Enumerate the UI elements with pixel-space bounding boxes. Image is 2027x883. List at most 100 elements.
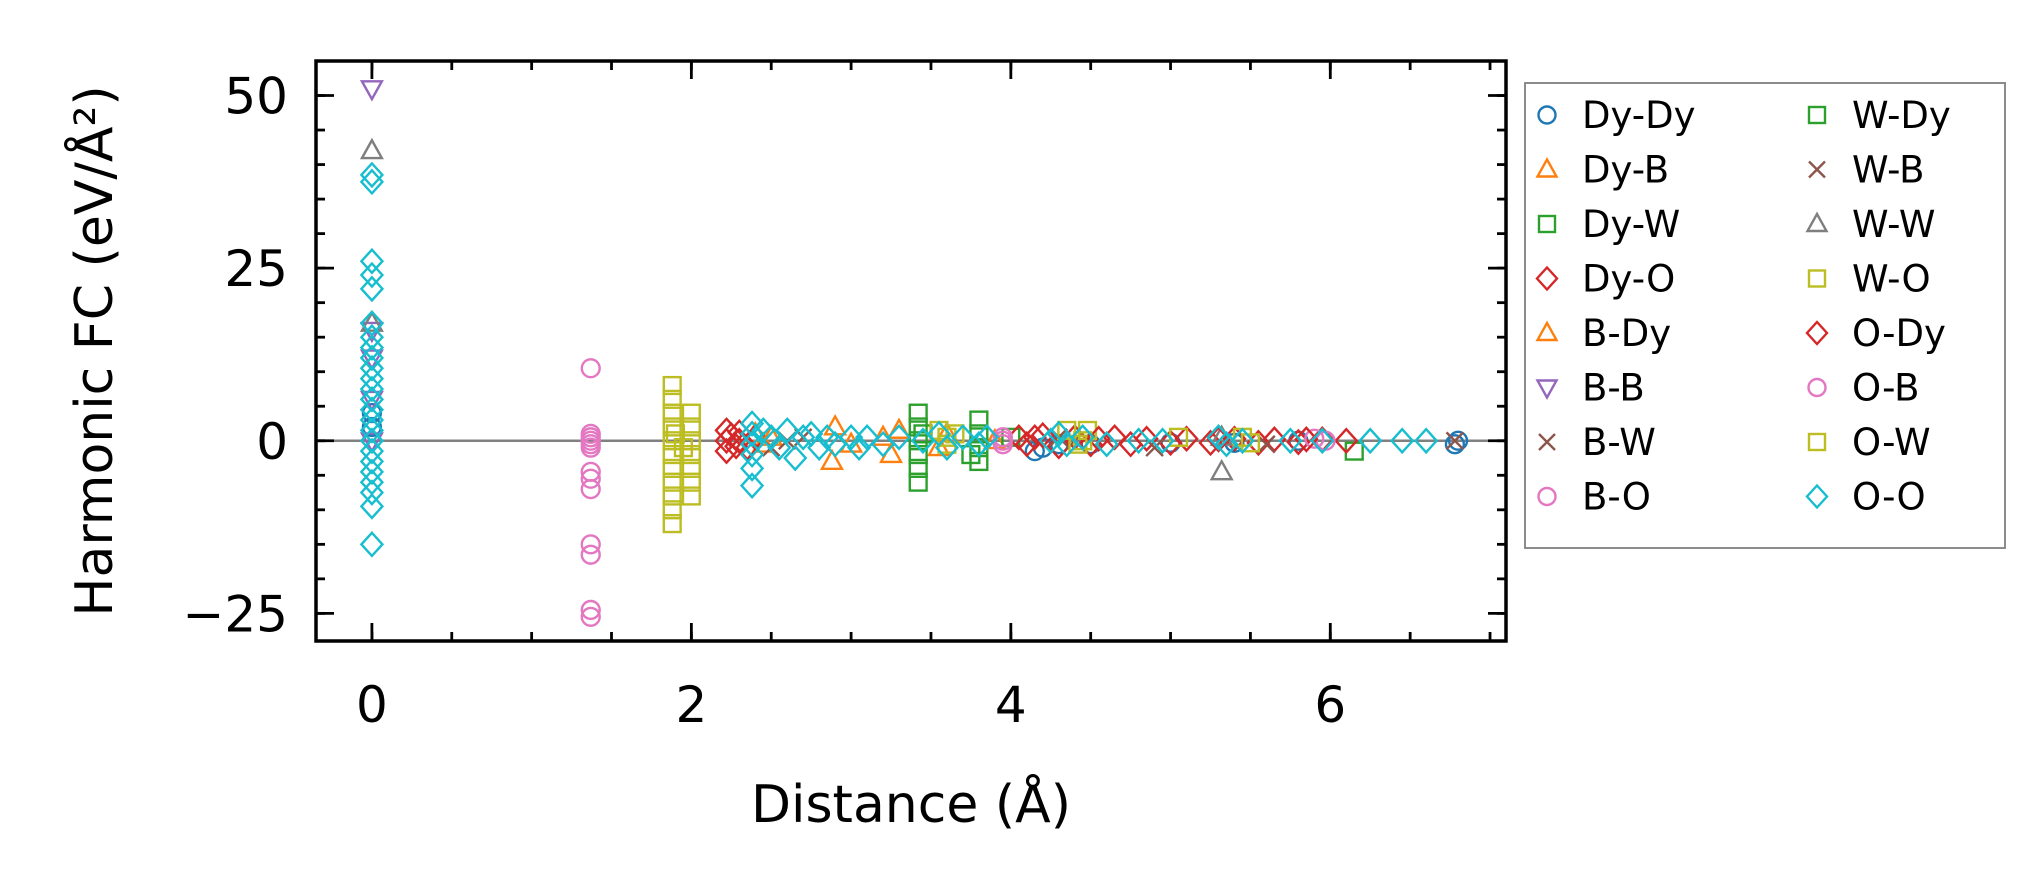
legend-item: W-Dy (1807, 94, 1951, 137)
data-point (1278, 427, 1303, 455)
data-point (1294, 426, 1319, 453)
y-tick-label: 50 (224, 68, 288, 126)
data-point (580, 606, 601, 627)
legend-item: Dy-B (1535, 149, 1669, 192)
data-point (662, 458, 682, 478)
data-point (1057, 420, 1077, 441)
data-point (662, 417, 682, 437)
legend-label: W-B (1852, 149, 1925, 192)
legend-item: B-Dy (1535, 312, 1671, 355)
data-point (662, 389, 682, 409)
data-point (359, 275, 385, 303)
legend-label: W-W (1852, 203, 1936, 246)
data-point (359, 137, 384, 160)
data-point (681, 472, 701, 492)
legend-marker (1535, 265, 1559, 292)
data-point (1445, 431, 1465, 451)
data-point (580, 468, 601, 489)
data-point (359, 247, 385, 275)
legend-item: W-W (1805, 203, 1936, 246)
legend-marker (1535, 157, 1559, 178)
legend-item: Dy-O (1535, 258, 1675, 301)
x-tick-label: 4 (995, 676, 1027, 734)
data-point (359, 448, 385, 475)
data-point (662, 472, 682, 492)
data-point (580, 544, 601, 565)
data-point (359, 349, 384, 371)
data-point (908, 458, 928, 478)
data-point (969, 410, 989, 430)
data-point (359, 417, 385, 444)
data-point (1390, 427, 1415, 455)
data-point (751, 431, 776, 453)
x-axis-label: Distance (Å) (751, 773, 1071, 835)
data-point (681, 486, 701, 506)
x-tick-label: 2 (675, 676, 707, 734)
data-point (974, 423, 999, 451)
data-point (359, 479, 385, 506)
data-point (1150, 427, 1175, 455)
data-point (359, 161, 385, 189)
legend-marker (1537, 214, 1557, 234)
legend-label: O-Dy (1852, 312, 1946, 355)
legend-item: Dy-Dy (1537, 94, 1695, 137)
legend-item: B-B (1535, 367, 1645, 410)
legend-marker (1538, 433, 1556, 451)
data-point (950, 423, 976, 451)
data-point (359, 323, 385, 351)
data-point (673, 438, 693, 458)
y-tick-label: 0 (256, 413, 288, 471)
data-point (819, 448, 844, 471)
data-point (1046, 432, 1071, 460)
data-point (359, 396, 385, 424)
data-point (359, 437, 385, 465)
data-point (1334, 427, 1359, 455)
data-point (1198, 429, 1223, 457)
data-point (1414, 427, 1439, 455)
data-point (1358, 427, 1383, 455)
legend-marker (1537, 105, 1557, 125)
legend-marker (1537, 486, 1557, 507)
legend-marker (1535, 320, 1559, 342)
legend-label: Dy-W (1582, 203, 1680, 246)
data-point (580, 534, 601, 555)
legend-label: O-W (1852, 421, 1931, 464)
data-point (662, 444, 682, 465)
y-tick-label: 25 (224, 240, 288, 298)
legend-label: O-B (1852, 367, 1920, 410)
legend-item: O-W (1807, 421, 1931, 464)
legend-item: O-B (1807, 367, 1920, 410)
data-point (359, 310, 384, 332)
legend-marker (1807, 105, 1827, 125)
data-point (871, 424, 896, 446)
data-point (580, 427, 601, 448)
legend-label: B-B (1582, 367, 1645, 410)
data-point (1126, 427, 1151, 455)
data-point (1134, 425, 1159, 453)
data-point (359, 344, 385, 372)
series-O-O (359, 161, 1439, 558)
legend-marker (1805, 320, 1829, 346)
data-point (966, 430, 992, 458)
y-tick-label: −25 (182, 585, 288, 643)
legend-label: W-Dy (1852, 94, 1951, 137)
data-point (359, 354, 385, 382)
data-point (727, 427, 752, 455)
x-tick-label: 0 (356, 676, 388, 734)
data-point (854, 423, 880, 451)
legend-label: W-O (1852, 258, 1931, 301)
legend-marker (1807, 377, 1827, 398)
data-point (1070, 423, 1095, 451)
data-point (359, 168, 385, 196)
data-point (1240, 433, 1261, 453)
legend-item: Dy-W (1537, 203, 1680, 246)
legend-item: W-O (1807, 258, 1931, 301)
data-point (662, 486, 682, 506)
data-point (1022, 423, 1047, 451)
legend-marker (1805, 483, 1829, 510)
data-point (775, 417, 800, 444)
data-point (359, 432, 384, 454)
data-point (908, 431, 928, 451)
data-point (662, 500, 682, 520)
data-point (662, 375, 682, 396)
